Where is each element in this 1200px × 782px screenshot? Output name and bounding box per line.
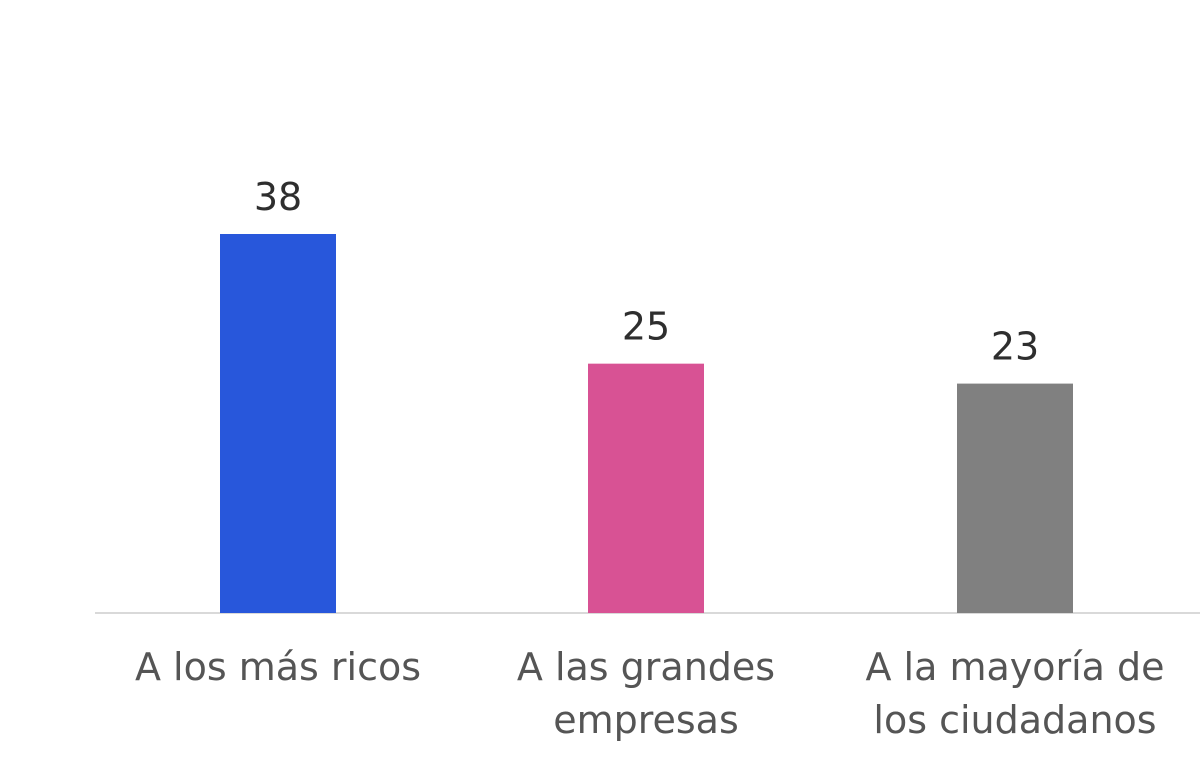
category-label-2-line-2: empresas	[553, 698, 739, 742]
value-labels-group: 38 25 23	[254, 175, 1039, 369]
category-label-3-line-1: A la mayoría de	[865, 645, 1164, 689]
category-label-1: A los más ricos	[135, 645, 421, 689]
bar-2	[588, 363, 704, 613]
category-label-2-line-1: A las grandes	[517, 645, 775, 689]
bar-3	[957, 383, 1073, 613]
category-labels-group: A los más ricos A las grandes empresas A la…	[135, 645, 1165, 742]
data-label-1: 38	[254, 175, 302, 219]
data-label-3: 23	[991, 325, 1039, 369]
bars-group	[220, 234, 1073, 613]
category-label-3-line-2: los ciudadanos	[873, 698, 1156, 742]
bar-1	[220, 234, 336, 613]
data-label-2: 25	[622, 305, 670, 349]
